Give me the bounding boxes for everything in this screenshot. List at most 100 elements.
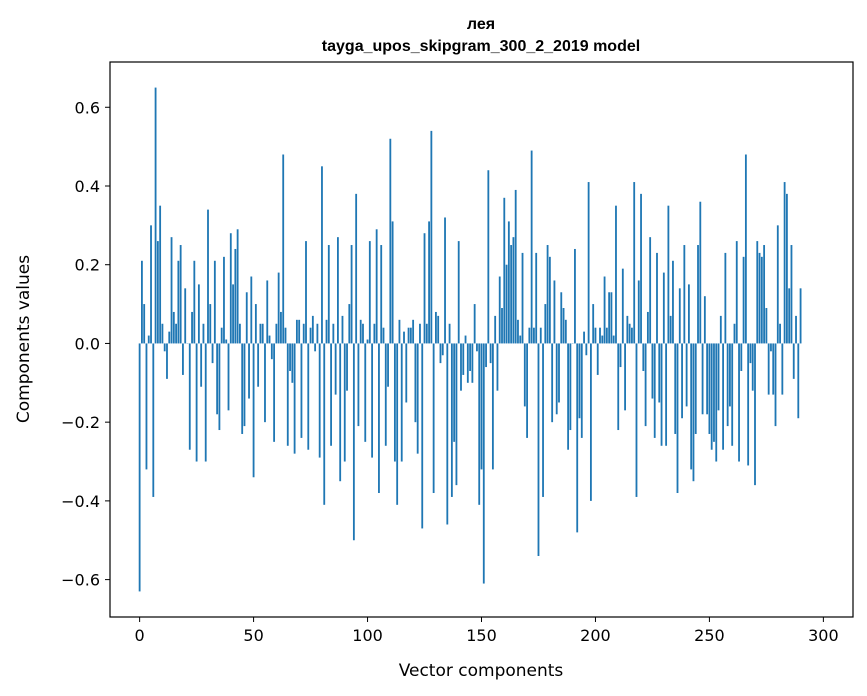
bar <box>473 304 476 344</box>
bar <box>772 343 775 395</box>
x-tick-label: 100 <box>352 626 383 645</box>
bar <box>651 343 654 399</box>
bar <box>790 245 793 344</box>
bar <box>617 343 620 431</box>
bar <box>646 311 649 344</box>
bar <box>323 343 326 505</box>
bar <box>161 323 164 344</box>
y-tick-label: 0.2 <box>75 256 100 275</box>
bar <box>637 280 640 344</box>
bar <box>537 343 540 556</box>
bar <box>774 343 777 427</box>
bar <box>708 343 711 434</box>
bar <box>373 323 376 344</box>
bar <box>763 245 766 344</box>
bar <box>348 304 351 344</box>
bar <box>539 327 542 344</box>
bar <box>191 311 193 344</box>
bar <box>674 343 677 434</box>
bar <box>339 343 342 482</box>
bar <box>797 343 800 419</box>
bar <box>710 343 713 450</box>
bar <box>432 343 435 494</box>
bar <box>505 264 508 344</box>
bar <box>697 245 699 344</box>
bar <box>382 327 385 344</box>
bar <box>662 272 665 344</box>
bar <box>751 343 754 391</box>
bar <box>781 343 784 395</box>
bar <box>295 319 298 344</box>
bar <box>665 343 668 446</box>
bar <box>309 327 312 344</box>
bar <box>209 304 212 344</box>
bar <box>407 327 410 344</box>
bar <box>450 343 453 497</box>
bar <box>375 229 378 344</box>
bar <box>489 343 492 364</box>
bar <box>318 343 321 458</box>
bar <box>243 343 246 427</box>
bar <box>576 343 579 533</box>
bar <box>687 284 690 344</box>
bar <box>305 241 307 344</box>
bar <box>266 280 269 344</box>
bar <box>234 248 237 344</box>
bar <box>642 343 645 371</box>
bar <box>216 343 219 415</box>
bar <box>371 343 374 458</box>
bar <box>403 331 405 344</box>
bar <box>544 304 547 344</box>
x-tick-label: 150 <box>466 626 497 645</box>
bar <box>635 343 638 497</box>
bar <box>765 308 768 344</box>
bar <box>503 197 506 344</box>
bar <box>334 343 337 395</box>
bar <box>332 323 335 344</box>
bar <box>526 343 528 438</box>
bar <box>145 343 148 470</box>
bar <box>147 335 150 344</box>
bar <box>567 343 570 450</box>
bar <box>277 272 280 344</box>
bar <box>731 343 734 446</box>
bar <box>254 304 257 344</box>
bar <box>742 256 745 344</box>
bar <box>396 343 399 505</box>
bar <box>788 288 791 344</box>
bar <box>460 343 462 391</box>
bar <box>498 276 501 344</box>
x-tick-label: 200 <box>580 626 611 645</box>
bar <box>633 182 636 344</box>
bar <box>264 343 266 423</box>
bar <box>512 237 515 344</box>
bar <box>341 315 344 344</box>
bar <box>270 343 273 360</box>
bar <box>528 327 531 344</box>
bar <box>437 315 440 344</box>
bar <box>701 343 704 415</box>
y-axis-label: Components values <box>14 255 34 423</box>
bar <box>644 343 647 427</box>
bar <box>649 237 652 344</box>
bar <box>594 327 597 344</box>
bar <box>387 343 389 387</box>
bar <box>464 335 467 344</box>
bar <box>193 260 196 344</box>
bar <box>785 193 788 344</box>
bar <box>346 343 348 391</box>
bar <box>678 288 681 344</box>
bar <box>491 343 494 470</box>
bar <box>330 343 332 446</box>
bar <box>776 225 779 344</box>
bar <box>143 304 146 344</box>
bar <box>542 343 544 497</box>
bar <box>672 260 674 344</box>
bar <box>692 343 695 482</box>
bar <box>703 296 706 344</box>
bar <box>282 154 285 344</box>
bar <box>232 284 234 344</box>
bar <box>507 221 510 344</box>
bar <box>435 311 437 344</box>
y-tick-label: −0.6 <box>61 571 100 590</box>
